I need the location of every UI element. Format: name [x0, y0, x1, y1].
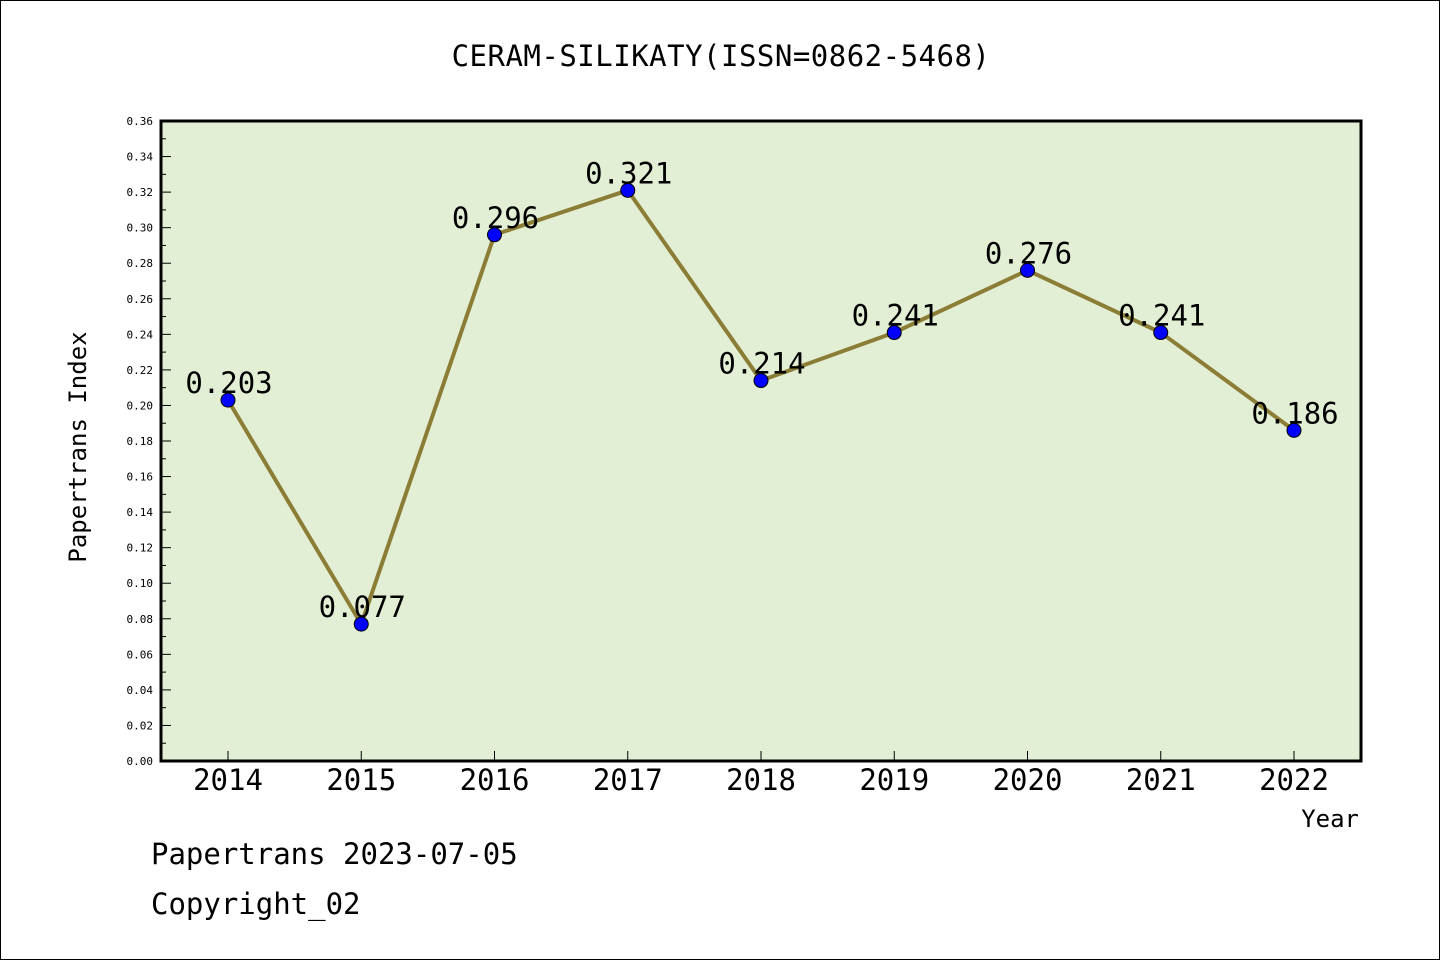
data-point: [1153, 325, 1169, 341]
x-tick-label: 2021: [1126, 763, 1196, 797]
x-tick-label: 2018: [726, 763, 796, 797]
y-tick-label: 0.14: [127, 506, 154, 519]
footer-date: Papertrans 2023-07-05: [151, 837, 518, 871]
y-tick-label: 0.20: [127, 399, 154, 412]
x-tick-label: 2019: [859, 763, 929, 797]
data-label: 0.186: [1251, 396, 1338, 430]
data-point: [620, 182, 636, 198]
plot-area: [159, 119, 1363, 763]
data-point: [753, 373, 769, 389]
y-tick-label: 0.32: [127, 186, 154, 199]
y-tick-label: 0.26: [127, 293, 154, 306]
data-label: 0.296: [452, 201, 539, 235]
x-axis-label: Year: [1301, 805, 1359, 833]
y-tick-label: 0.22: [127, 364, 154, 377]
y-tick-label: 0.00: [127, 755, 154, 768]
y-tick-label: 0.30: [127, 222, 154, 235]
x-tick-label: 2014: [193, 763, 263, 797]
data-point: [1286, 422, 1302, 438]
data-point: [220, 392, 236, 408]
data-point: [1020, 262, 1035, 278]
data-label: 0.241: [852, 299, 939, 333]
y-tick-label: 0.18: [127, 435, 154, 448]
x-tick-label: 2016: [460, 763, 530, 797]
y-tick-label: 0.16: [127, 471, 154, 484]
y-tick-label: 0.34: [127, 151, 154, 164]
data-point: [353, 616, 369, 632]
y-tick-label: 0.02: [127, 719, 154, 732]
data-point: [886, 325, 902, 341]
y-tick-label: 0.08: [127, 613, 154, 626]
data-label: 0.321: [585, 156, 672, 190]
y-tick-label: 0.06: [127, 648, 154, 661]
data-point: [487, 227, 502, 243]
data-label: 0.241: [1118, 299, 1205, 333]
y-tick-label: 0.12: [127, 542, 154, 555]
y-axis-label: Papertrans Index: [64, 331, 92, 562]
data-label: 0.203: [185, 366, 272, 400]
x-tick-label: 2017: [593, 763, 663, 797]
x-tick-label: 2020: [993, 763, 1063, 797]
chart-title: CERAM-SILIKATY(ISSN=0862-5468): [451, 39, 991, 73]
y-tick-label: 0.10: [127, 577, 154, 590]
footer-copyright: Copyright_02: [151, 887, 361, 921]
y-tick-label: 0.04: [127, 684, 154, 697]
y-tick-label: 0.28: [127, 257, 154, 270]
y-tick-label: 0.24: [127, 328, 154, 341]
x-tick-label: 2015: [326, 763, 396, 797]
data-label: 0.214: [718, 347, 805, 381]
data-label: 0.077: [319, 590, 406, 624]
y-tick-label: 0.36: [127, 115, 154, 128]
x-tick-label: 2022: [1259, 763, 1329, 797]
data-label: 0.276: [985, 236, 1072, 270]
